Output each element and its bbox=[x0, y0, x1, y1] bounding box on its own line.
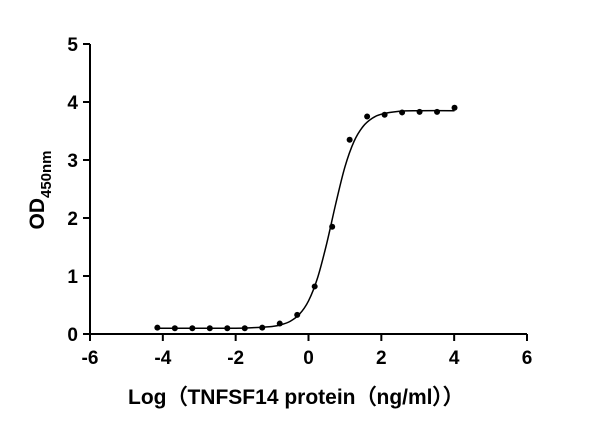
y-tick-label: 2 bbox=[67, 209, 78, 230]
data-point bbox=[189, 325, 196, 332]
data-point bbox=[434, 108, 441, 115]
x-tick-label: 0 bbox=[303, 348, 314, 369]
data-point bbox=[241, 325, 248, 332]
x-tick-label: -4 bbox=[154, 348, 171, 369]
y-tick-label: 3 bbox=[67, 151, 78, 172]
x-tick-label: 2 bbox=[376, 348, 387, 369]
data-point bbox=[329, 223, 336, 230]
data-point bbox=[171, 325, 178, 332]
y-axis-title-main: OD bbox=[26, 198, 49, 230]
data-point bbox=[399, 109, 406, 116]
data-point bbox=[154, 324, 161, 331]
data-point bbox=[224, 325, 231, 332]
data-point bbox=[416, 108, 423, 115]
data-point bbox=[346, 136, 353, 143]
data-point bbox=[451, 104, 458, 111]
data-point bbox=[259, 324, 266, 331]
y-tick-label: 1 bbox=[67, 267, 78, 288]
x-tick-label: 6 bbox=[522, 348, 533, 369]
data-point bbox=[364, 113, 371, 120]
y-axis-title-group: OD450nm bbox=[26, 150, 55, 229]
y-tick-label: 5 bbox=[67, 35, 78, 56]
x-tick-label: -2 bbox=[227, 348, 244, 369]
data-point bbox=[381, 111, 388, 118]
y-tick-label: 0 bbox=[67, 325, 78, 346]
y-tick-label: 4 bbox=[67, 93, 78, 114]
x-tick-label: 4 bbox=[449, 348, 460, 369]
data-point bbox=[276, 320, 283, 327]
y-axis-title: OD450nm bbox=[26, 150, 55, 229]
x-axis-title: Log（TNFSF14 protein（ng/ml）） bbox=[128, 385, 464, 409]
data-point bbox=[311, 283, 318, 290]
data-point bbox=[206, 325, 213, 332]
fit-curve bbox=[157, 109, 455, 329]
y-axis-title-subscript: 450nm bbox=[38, 150, 55, 198]
x-tick-label: -6 bbox=[82, 348, 99, 369]
data-point bbox=[294, 311, 301, 318]
